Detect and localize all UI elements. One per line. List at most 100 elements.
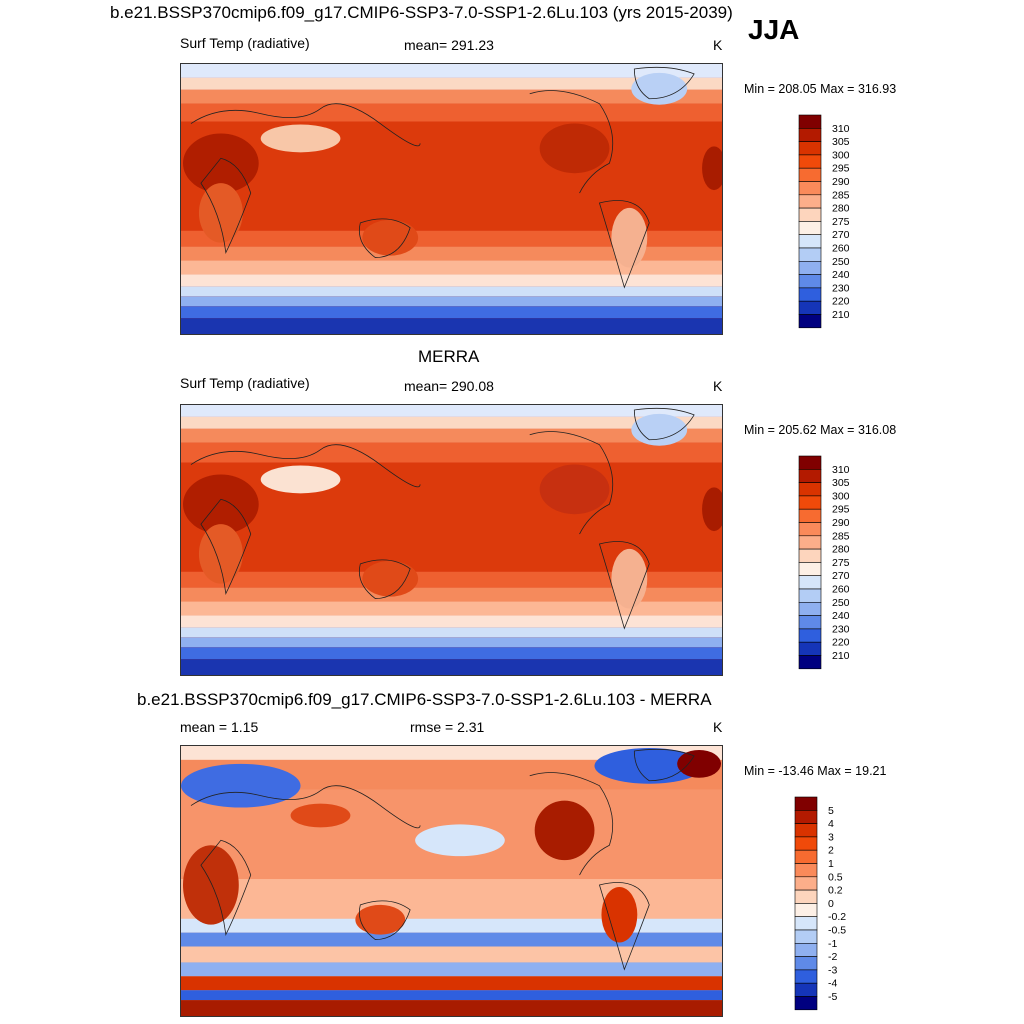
diff-colorbar-label: -5 xyxy=(828,991,837,1003)
obs-colorbar-swatch xyxy=(798,522,822,537)
obs-colorbar-label: 230 xyxy=(832,623,850,635)
diff-colorbar-swatch xyxy=(794,836,818,851)
obs-colorbar-swatch xyxy=(798,628,822,643)
model-colorbar-label: 275 xyxy=(832,216,850,228)
model-colorbar-swatch xyxy=(798,114,822,129)
diff-rmse-label: rmse = 2.31 xyxy=(410,719,485,735)
obs-colorbar-swatch xyxy=(798,455,822,470)
diff-colorbar-swatch xyxy=(794,876,818,891)
model-colorbar-swatch xyxy=(798,221,822,236)
diff-colorbar-label: 3 xyxy=(828,831,834,843)
diff-colorbar-swatch xyxy=(794,943,818,957)
obs-colorbar-swatch xyxy=(798,602,822,616)
diff-colorbar-label: -4 xyxy=(828,978,837,990)
diff-colorbar-label: -1 xyxy=(828,938,837,950)
model-colorbar-swatch xyxy=(798,207,822,222)
obs-mean-label: mean= 290.08 xyxy=(404,378,494,394)
model-colorbar-swatch xyxy=(798,261,822,275)
diff-colorbar-swatch xyxy=(794,982,818,997)
model-colorbar-swatch xyxy=(798,181,822,196)
obs-colorbar-swatch xyxy=(798,655,822,670)
obs-colorbar-label: 220 xyxy=(832,637,850,649)
obs-colorbar-swatch xyxy=(798,482,822,497)
obs-colorbar-swatch xyxy=(798,535,822,550)
model-colorbar-swatch xyxy=(798,194,822,209)
diff-colorbar-label: -0.5 xyxy=(828,925,846,937)
obs-colorbar-label: 300 xyxy=(832,490,850,502)
obs-colorbar: 310 305 300 295 290 285 280 275 270 260 250 240 230 2… xyxy=(798,455,879,671)
obs-map-graphic xyxy=(181,405,722,675)
obs-colorbar-swatch xyxy=(798,615,822,630)
obs-colorbar-label: 270 xyxy=(832,570,850,582)
model-colorbar-swatch xyxy=(798,300,822,315)
model-colorbar-label: 220 xyxy=(832,296,850,308)
model-colorbar-label: 230 xyxy=(832,282,850,294)
model-colorbar-swatch xyxy=(798,154,822,169)
model-colorbar-label: 280 xyxy=(832,203,850,215)
diff-colorbar-label: -2 xyxy=(828,951,837,963)
obs-colorbar-label: 290 xyxy=(832,517,850,529)
obs-colorbar-swatch xyxy=(798,495,822,510)
model-panel-title: b.e21.BSSP370cmip6.f09_g17.CMIP6-SSP3-7.… xyxy=(110,3,733,22)
diff-colorbar-label: 5 xyxy=(828,805,834,817)
diff-mean-label: mean = 1.15 xyxy=(180,719,259,735)
diff-colorbar-label: -3 xyxy=(828,964,837,976)
diff-units-label: K xyxy=(713,719,723,735)
season-label: JJA xyxy=(748,14,800,45)
diff-colorbar-label: 0.5 xyxy=(828,871,843,883)
obs-colorbar-swatch xyxy=(798,575,822,590)
obs-colorbar-swatch xyxy=(798,562,822,577)
diff-colorbar-swatch xyxy=(794,903,818,918)
obs-colorbar-swatch xyxy=(798,548,822,563)
model-colorbar-label: 285 xyxy=(832,189,850,201)
model-colorbar-label: 240 xyxy=(832,269,850,281)
model-map-graphic xyxy=(181,64,722,334)
diff-colorbar-swatch xyxy=(794,823,818,838)
diff-panel-title: b.e21.BSSP370cmip6.f09_g17.CMIP6-SSP3-7.… xyxy=(137,690,712,709)
diff-colorbar-swatch xyxy=(794,969,818,984)
model-colorbar-swatch xyxy=(798,234,822,249)
obs-minmax-label: Min = 205.62 Max = 316.08 xyxy=(744,423,897,437)
obs-units-label: K xyxy=(713,378,723,394)
model-minmax-label: Min = 208.05 Max = 316.93 xyxy=(744,82,897,96)
model-colorbar-swatch xyxy=(798,167,822,182)
model-colorbar-swatch xyxy=(798,128,822,142)
obs-colorbar-label: 275 xyxy=(832,557,850,569)
diff-colorbar-swatch xyxy=(794,863,818,878)
obs-colorbar-swatch xyxy=(798,588,822,603)
obs-colorbar-label: 310 xyxy=(832,464,850,476)
diff-colorbar-graphic: 543 210.5 0.20-0.2 -0.5-1-2-3 -4-5 xyxy=(794,796,846,1011)
obs-colorbar-label: 285 xyxy=(832,530,850,542)
model-colorbar-swatch xyxy=(798,274,822,289)
obs-map xyxy=(180,404,723,676)
obs-colorbar-swatch xyxy=(798,508,822,523)
diff-colorbar-label: 0.2 xyxy=(828,885,843,897)
model-colorbar-swatch xyxy=(798,287,822,302)
model-colorbar-swatch xyxy=(798,141,822,156)
model-colorbar-label: 295 xyxy=(832,163,850,175)
obs-colorbar-label: 305 xyxy=(832,477,850,489)
obs-panel-title: MERRA xyxy=(418,347,480,366)
obs-colorbar-label: 295 xyxy=(832,504,850,516)
model-colorbar-label: 300 xyxy=(832,149,850,161)
diff-colorbar-swatch xyxy=(794,956,818,971)
model-colorbar-label: 210 xyxy=(832,309,850,321)
obs-colorbar-swatch xyxy=(798,469,822,483)
diff-colorbar-swatch xyxy=(794,810,818,824)
diff-colorbar-swatch xyxy=(794,929,818,944)
model-colorbar-label: 270 xyxy=(832,229,850,241)
model-colorbar-label: 290 xyxy=(832,176,850,188)
model-colorbar-label: 260 xyxy=(832,243,850,255)
diff-minmax-label: Min = -13.46 Max = 19.21 xyxy=(744,764,887,778)
diff-colorbar-swatch xyxy=(794,889,818,904)
diff-colorbar-swatch xyxy=(794,849,818,864)
diff-map xyxy=(180,745,723,1017)
model-colorbar-label: 305 xyxy=(832,136,850,148)
diff-colorbar-label: 2 xyxy=(828,845,834,857)
model-map xyxy=(180,63,723,335)
model-units-label: K xyxy=(713,37,723,53)
model-colorbar-swatch xyxy=(798,247,822,262)
model-colorbar-label: 310 xyxy=(832,123,850,135)
obs-colorbar-label: 280 xyxy=(832,544,850,556)
